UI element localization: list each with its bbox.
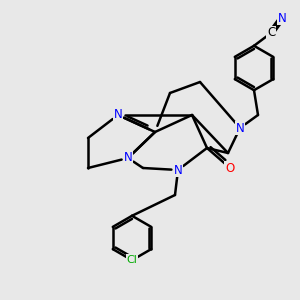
Text: N: N (278, 11, 286, 25)
Text: O: O (225, 161, 235, 175)
Text: N: N (114, 109, 122, 122)
Text: C: C (267, 26, 275, 40)
Text: N: N (174, 164, 182, 176)
Text: N: N (236, 122, 244, 134)
Text: N: N (124, 152, 132, 164)
Text: Cl: Cl (127, 255, 137, 265)
